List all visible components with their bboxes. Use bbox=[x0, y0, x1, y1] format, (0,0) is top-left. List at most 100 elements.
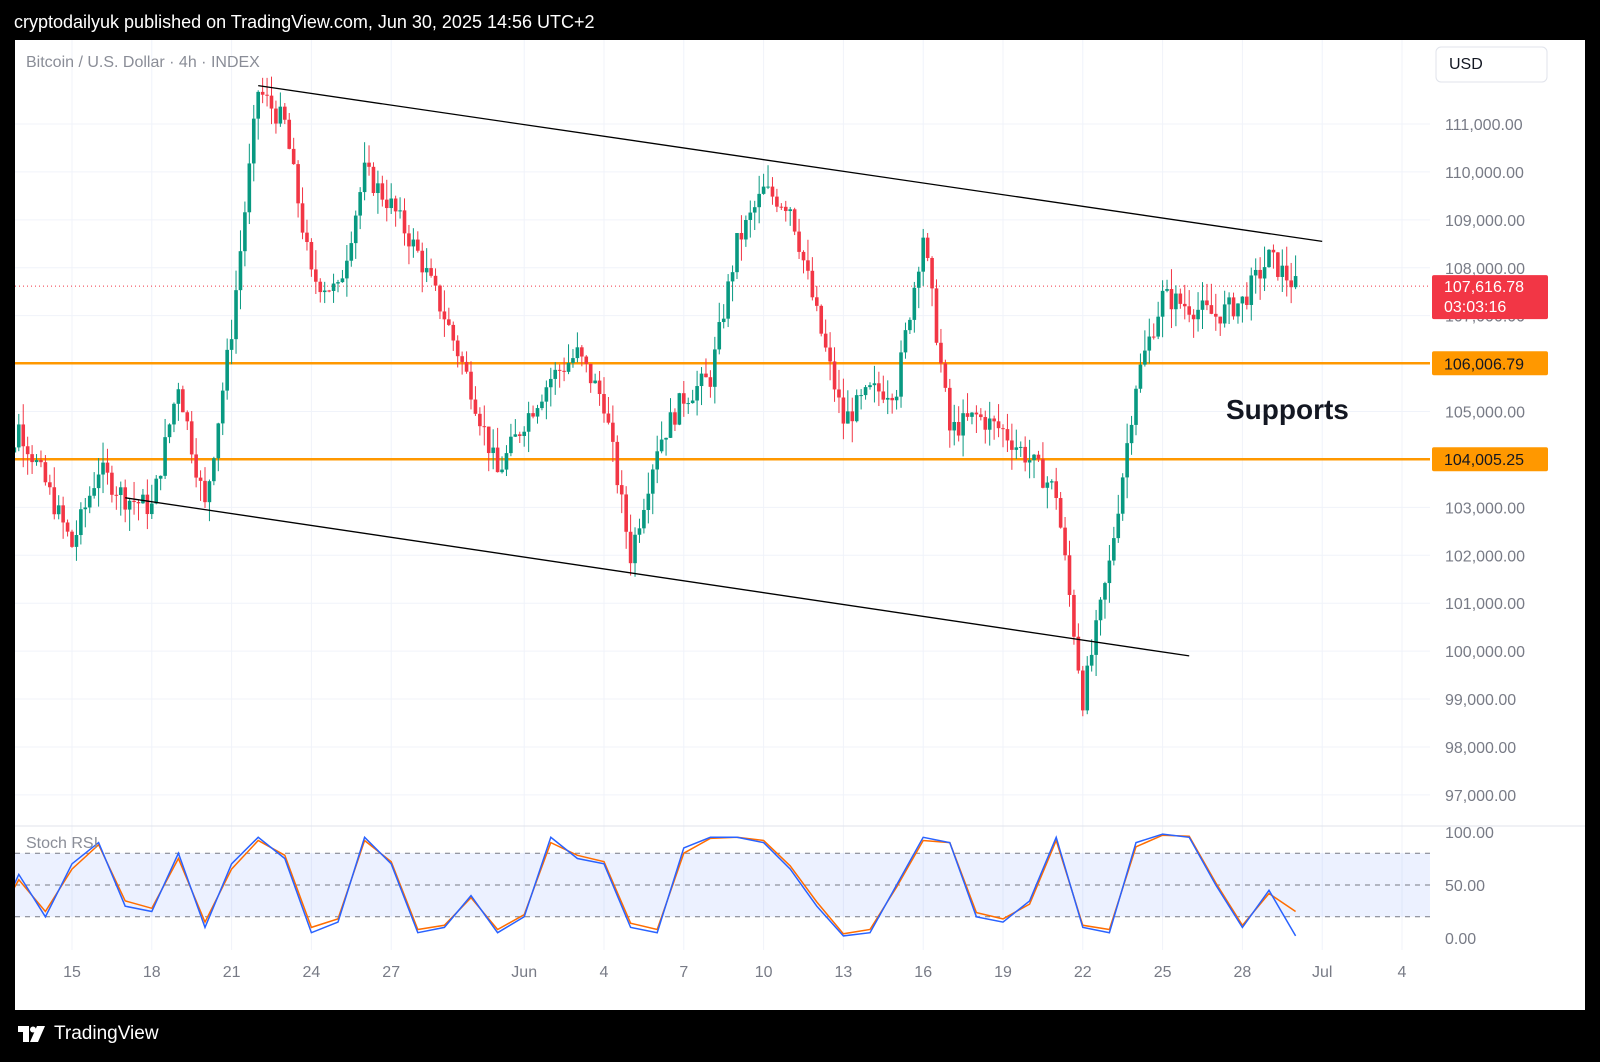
candle-body bbox=[176, 389, 181, 404]
rsi-band bbox=[15, 853, 1430, 917]
grid-layer bbox=[15, 40, 1585, 950]
candle-body bbox=[39, 460, 43, 463]
candle-body bbox=[203, 480, 207, 503]
candle-body bbox=[1027, 460, 1032, 463]
time-tick-label: 13 bbox=[835, 964, 853, 981]
candle-body bbox=[43, 462, 48, 483]
candle-body bbox=[1196, 309, 1200, 320]
candle-body bbox=[602, 394, 606, 414]
candle-body bbox=[30, 454, 34, 463]
candle-body bbox=[633, 534, 637, 564]
level-price-tag-label: 106,006.79 bbox=[1444, 356, 1524, 373]
candle-body bbox=[885, 397, 890, 400]
candle-body bbox=[132, 500, 136, 503]
chart-canvas[interactable]: 111,000.00 110,000.00 109,000.00 108,000.00… bbox=[15, 40, 1585, 1010]
candle-body bbox=[367, 162, 371, 167]
candle-body bbox=[123, 487, 127, 510]
candle-body bbox=[779, 206, 784, 208]
candle-body bbox=[788, 209, 792, 212]
candle-body bbox=[881, 391, 886, 400]
candle-body bbox=[1267, 249, 1271, 268]
candle-body bbox=[531, 413, 535, 417]
rsi-tick-label: 0.00 bbox=[1445, 931, 1476, 948]
candle-body bbox=[1178, 293, 1183, 304]
candle-body bbox=[1143, 350, 1147, 365]
candle-body bbox=[983, 417, 988, 430]
candle-body bbox=[682, 393, 686, 404]
candle-body bbox=[358, 192, 362, 216]
level-price-tag-label: 104,005.25 bbox=[1444, 452, 1524, 469]
candle-body bbox=[846, 411, 850, 424]
candle-body bbox=[1240, 296, 1245, 304]
time-axis[interactable]: 15 18 21 24 27 Jun 4 7 10 13 16 19 22 25 28 Jul 4 bbox=[63, 964, 1406, 981]
candle-body bbox=[455, 340, 460, 357]
price-axis[interactable]: 111,000.00 110,000.00 109,000.00 108,000.00… bbox=[1445, 117, 1525, 948]
candle-body bbox=[925, 237, 930, 259]
candle-body bbox=[992, 418, 996, 422]
price-tags: 106,006.79 104,005.25 107,616.78 03:03:16 bbox=[1432, 275, 1548, 472]
candle-body bbox=[1023, 446, 1027, 463]
candle-body bbox=[402, 210, 407, 234]
candle-body bbox=[145, 494, 150, 515]
candle-body bbox=[987, 418, 992, 430]
candle-body bbox=[416, 239, 420, 251]
candle-body bbox=[198, 477, 203, 481]
symbol-title: Bitcoin / U.S. Dollar · 4h · INDEX bbox=[26, 54, 260, 71]
candle-body bbox=[362, 162, 367, 193]
candle-body bbox=[1174, 293, 1178, 310]
candle-body bbox=[673, 412, 677, 425]
candle-body bbox=[899, 352, 903, 397]
candle-body bbox=[433, 275, 438, 286]
candle-body bbox=[1018, 446, 1023, 448]
currency-button[interactable]: USD bbox=[1435, 46, 1548, 83]
candle-body bbox=[775, 196, 779, 207]
candle-body bbox=[1165, 289, 1169, 291]
candle-body bbox=[659, 439, 664, 452]
candle-body bbox=[677, 393, 682, 425]
candle-body bbox=[823, 333, 828, 348]
candle-body bbox=[460, 356, 464, 362]
price-tick-label: 98,000.00 bbox=[1445, 740, 1516, 757]
candle-body bbox=[890, 397, 894, 401]
candle-body bbox=[1160, 290, 1165, 317]
chart-frame[interactable]: 111,000.00 110,000.00 109,000.00 108,000.00… bbox=[15, 40, 1585, 1010]
candle-body bbox=[424, 268, 429, 273]
candle-body bbox=[1005, 429, 1010, 441]
candle-body bbox=[243, 212, 247, 252]
candle-body bbox=[655, 451, 659, 470]
candle-body bbox=[442, 311, 447, 320]
candle-body bbox=[854, 395, 859, 422]
candle-body bbox=[181, 389, 185, 413]
candle-body bbox=[371, 166, 376, 194]
candle-body bbox=[1205, 300, 1209, 306]
candle-body bbox=[1147, 336, 1152, 351]
candle-body bbox=[380, 183, 385, 200]
price-tick-label: 99,000.00 bbox=[1445, 692, 1516, 709]
candle-body bbox=[1187, 306, 1191, 315]
candle-body bbox=[1227, 297, 1231, 305]
candle-body bbox=[1076, 636, 1081, 671]
footer-bar: TradingView bbox=[0, 1010, 1600, 1062]
candle-body bbox=[154, 478, 159, 504]
candle-body bbox=[650, 469, 655, 494]
candle-body bbox=[15, 447, 17, 453]
candle-body bbox=[34, 460, 39, 463]
candle-body bbox=[859, 395, 863, 397]
candle-body bbox=[1120, 477, 1125, 514]
candle-body bbox=[686, 403, 691, 405]
candle-body bbox=[1253, 269, 1258, 276]
candle-body bbox=[464, 361, 469, 372]
candle-body bbox=[1010, 440, 1014, 450]
candle-body bbox=[752, 207, 757, 213]
time-tick-label: 25 bbox=[1154, 964, 1172, 981]
tradingview-logo[interactable]: TradingView bbox=[18, 1023, 159, 1045]
candle-body bbox=[407, 233, 411, 247]
candle-body bbox=[345, 260, 349, 279]
candle-body bbox=[832, 361, 837, 390]
price-tick-label: 103,000.00 bbox=[1445, 500, 1525, 517]
stoch-rsi-label: Stoch RSI bbox=[26, 835, 98, 852]
candle-body bbox=[637, 528, 642, 535]
candle-body bbox=[646, 493, 651, 510]
candle-body bbox=[1209, 305, 1214, 314]
candle-body bbox=[256, 91, 260, 119]
